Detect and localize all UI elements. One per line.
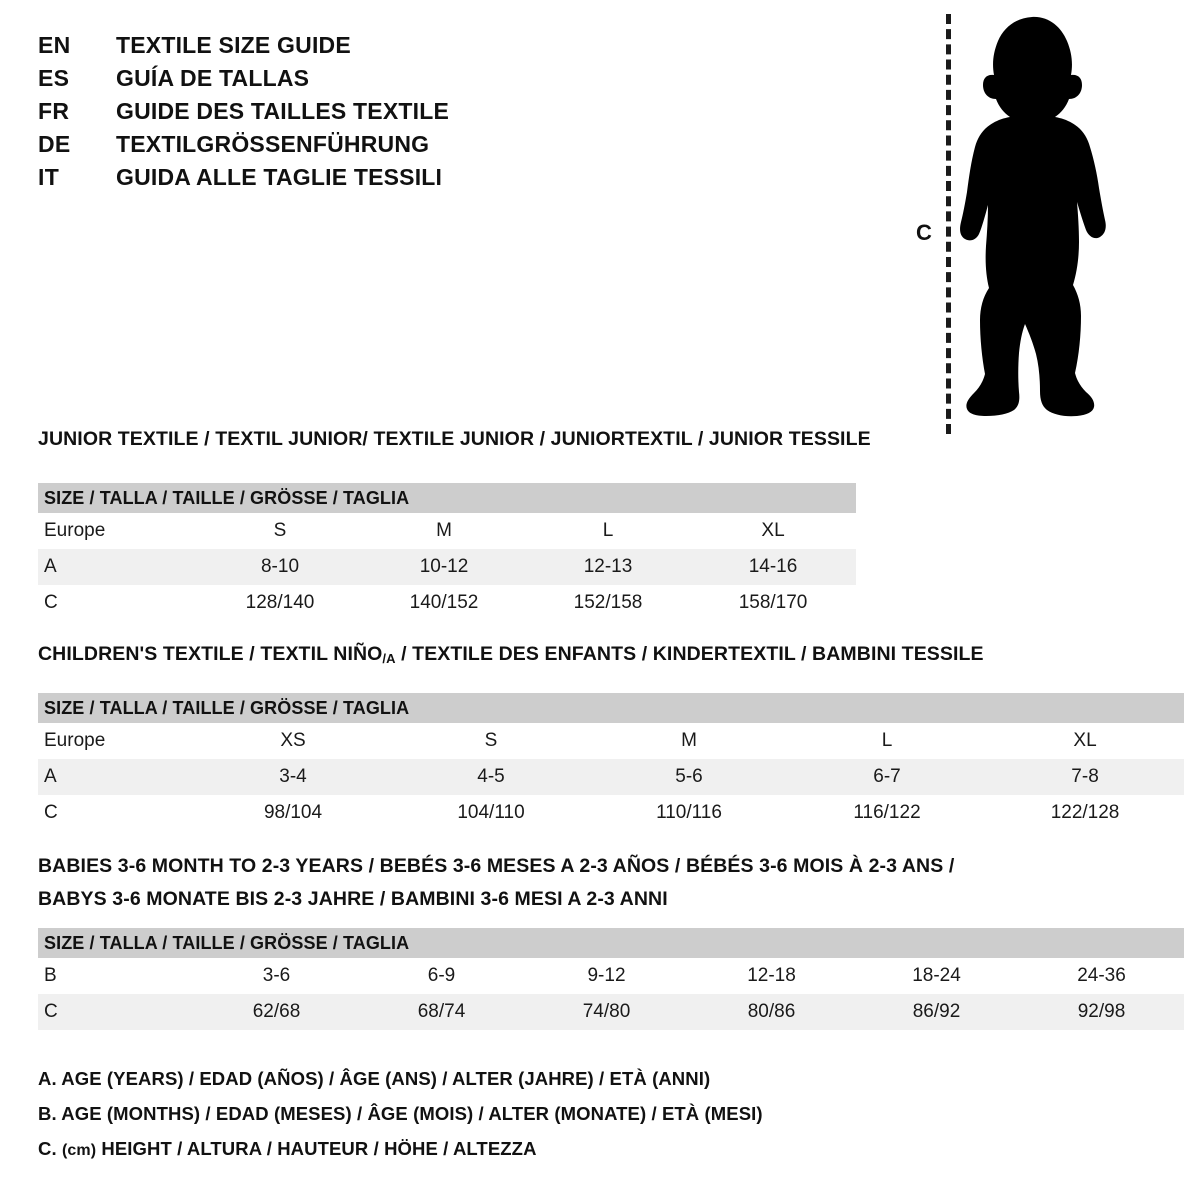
- babies-c-col6: 92/98: [1019, 994, 1185, 1030]
- table-row: C 98/104 104/110 110/116 116/122 122/128: [38, 795, 1185, 831]
- children-c-xs: 98/104: [194, 795, 392, 831]
- junior-a-xl: 14-16: [690, 549, 857, 585]
- legend-block: A. AGE (YEARS) / EDAD (AÑOS) / ÂGE (ANS)…: [38, 1068, 763, 1173]
- children-europe-s: S: [392, 723, 590, 759]
- legend-line-c: C. (cm) HEIGHT / ALTURA / HAUTEUR / HÖHE…: [38, 1138, 763, 1173]
- junior-c-l: 152/158: [526, 585, 690, 621]
- children-title-part2: / TEXTILE DES ENFANTS / KINDERTEXTIL / B…: [395, 643, 984, 665]
- babies-c-col1: 62/68: [194, 994, 359, 1030]
- height-illustration: C: [900, 8, 1130, 438]
- children-section-title: CHILDREN'S TEXTILE / TEXTIL NIÑO/A / TEX…: [38, 643, 984, 666]
- children-c-l: 116/122: [788, 795, 986, 831]
- legend-c-unit: (cm): [61, 1142, 97, 1159]
- babies-c-col2: 68/74: [359, 994, 524, 1030]
- children-europe-l: L: [788, 723, 986, 759]
- table-row: B 3-6 6-9 9-12 12-18 18-24 24-36: [38, 958, 1185, 994]
- language-title-block: EN TEXTILE SIZE GUIDE ES GUÍA DE TALLAS …: [38, 32, 558, 197]
- junior-c-s: 128/140: [198, 585, 362, 621]
- babies-b-col2: 6-9: [359, 958, 524, 994]
- legend-line-a: A. AGE (YEARS) / EDAD (AÑOS) / ÂGE (ANS)…: [38, 1068, 711, 1089]
- legend-c-prefix: C.: [38, 1138, 62, 1159]
- children-row-label-c: C: [38, 795, 194, 831]
- language-title-en: TEXTILE SIZE GUIDE: [116, 32, 351, 58]
- children-c-m: 110/116: [590, 795, 788, 831]
- babies-c-col5: 86/92: [854, 994, 1019, 1030]
- language-row-fr: FR GUIDE DES TAILLES TEXTILE: [38, 98, 558, 131]
- children-title-subscript: /A: [382, 651, 396, 666]
- language-row-de: DE TEXTILGRÖSSENFÜHRUNG: [38, 131, 558, 164]
- language-title-es: GUÍA DE TALLAS: [116, 65, 310, 91]
- junior-europe-s: S: [198, 513, 362, 549]
- height-dashed-line: [946, 14, 951, 434]
- language-row-en: EN TEXTILE SIZE GUIDE: [38, 32, 558, 65]
- babies-row-label-b: B: [38, 958, 194, 994]
- junior-c-m: 140/152: [362, 585, 526, 621]
- language-row-es: ES GUÍA DE TALLAS: [38, 65, 558, 98]
- children-table-header-bar: SIZE / TALLA / TAILLE / GRÖSSE / TAGLIA: [38, 693, 1185, 723]
- junior-a-m: 10-12: [362, 549, 526, 585]
- children-size-bar-label: SIZE / TALLA / TAILLE / GRÖSSE / TAGLIA: [38, 693, 1185, 723]
- babies-title-line2: BABYS 3-6 MONATE BIS 2-3 JAHRE / BAMBINI…: [38, 888, 668, 910]
- babies-size-bar-label: SIZE / TALLA / TAILLE / GRÖSSE / TAGLIA: [38, 928, 1185, 958]
- table-row: C 62/68 68/74 74/80 80/86 86/92 92/98: [38, 994, 1185, 1030]
- children-europe-xs: XS: [194, 723, 392, 759]
- junior-c-xl: 158/170: [690, 585, 857, 621]
- babies-size-table: SIZE / TALLA / TAILLE / GRÖSSE / TAGLIA …: [38, 928, 1185, 1030]
- junior-a-l: 12-13: [526, 549, 690, 585]
- children-a-xs: 3-4: [194, 759, 392, 795]
- table-row: C 128/140 140/152 152/158 158/170: [38, 585, 857, 621]
- babies-row-label-c: C: [38, 994, 194, 1030]
- legend-line-b: B. AGE (MONTHS) / EDAD (MESES) / ÂGE (MO…: [38, 1103, 763, 1124]
- children-row-label-europe: Europe: [38, 723, 194, 759]
- children-c-s: 104/110: [392, 795, 590, 831]
- language-title-de: TEXTILGRÖSSENFÜHRUNG: [116, 131, 430, 157]
- babies-b-col3: 9-12: [524, 958, 689, 994]
- babies-section-title: BABIES 3-6 MONTH TO 2-3 YEARS / BEBÉS 3-…: [38, 855, 954, 911]
- children-row-label-a: A: [38, 759, 194, 795]
- language-code-fr: FR: [38, 98, 70, 124]
- children-europe-xl: XL: [986, 723, 1185, 759]
- children-a-s: 4-5: [392, 759, 590, 795]
- children-title-part1: CHILDREN'S TEXTILE / TEXTIL NIÑO: [38, 643, 383, 665]
- junior-europe-m: M: [362, 513, 526, 549]
- junior-a-s: 8-10: [198, 549, 362, 585]
- children-a-m: 5-6: [590, 759, 788, 795]
- junior-row-label-c: C: [38, 585, 198, 621]
- children-size-table: SIZE / TALLA / TAILLE / GRÖSSE / TAGLIA …: [38, 693, 1185, 831]
- language-code-de: DE: [38, 131, 71, 157]
- junior-section-title: JUNIOR TEXTILE / TEXTIL JUNIOR/ TEXTILE …: [38, 428, 871, 450]
- babies-title-line1: BABIES 3-6 MONTH TO 2-3 YEARS / BEBÉS 3-…: [38, 855, 955, 877]
- toddler-silhouette-icon: [960, 16, 1106, 417]
- babies-b-col6: 24-36: [1019, 958, 1185, 994]
- children-c-xl: 122/128: [986, 795, 1185, 831]
- babies-b-col5: 18-24: [854, 958, 1019, 994]
- language-title-fr: GUIDE DES TAILLES TEXTILE: [116, 98, 449, 124]
- babies-c-col3: 74/80: [524, 994, 689, 1030]
- height-measure-label: C: [916, 220, 932, 245]
- children-europe-m: M: [590, 723, 788, 759]
- junior-row-label-a: A: [38, 549, 198, 585]
- legend-c-rest: HEIGHT / ALTURA / HAUTEUR / HÖHE / ALTEZ…: [96, 1138, 537, 1159]
- table-row: Europe XS S M L XL: [38, 723, 1185, 759]
- junior-europe-l: L: [526, 513, 690, 549]
- junior-size-bar-label: SIZE / TALLA / TAILLE / GRÖSSE / TAGLIA: [38, 483, 857, 513]
- language-code-es: ES: [38, 65, 70, 91]
- language-code-it: IT: [38, 164, 60, 190]
- language-code-en: EN: [38, 32, 71, 58]
- babies-b-col4: 12-18: [689, 958, 854, 994]
- children-a-l: 6-7: [788, 759, 986, 795]
- junior-table-header-bar: SIZE / TALLA / TAILLE / GRÖSSE / TAGLIA: [38, 483, 857, 513]
- junior-size-table: SIZE / TALLA / TAILLE / GRÖSSE / TAGLIA …: [38, 483, 857, 621]
- junior-row-label-europe: Europe: [38, 513, 198, 549]
- babies-table-header-bar: SIZE / TALLA / TAILLE / GRÖSSE / TAGLIA: [38, 928, 1185, 958]
- table-row: Europe S M L XL: [38, 513, 857, 549]
- table-row: A 3-4 4-5 5-6 6-7 7-8: [38, 759, 1185, 795]
- children-a-xl: 7-8: [986, 759, 1185, 795]
- table-row: A 8-10 10-12 12-13 14-16: [38, 549, 857, 585]
- language-title-it: GUIDA ALLE TAGLIE TESSILI: [116, 164, 443, 190]
- babies-c-col4: 80/86: [689, 994, 854, 1030]
- language-row-it: IT GUIDA ALLE TAGLIE TESSILI: [38, 164, 558, 197]
- junior-europe-xl: XL: [690, 513, 857, 549]
- babies-b-col1: 3-6: [194, 958, 359, 994]
